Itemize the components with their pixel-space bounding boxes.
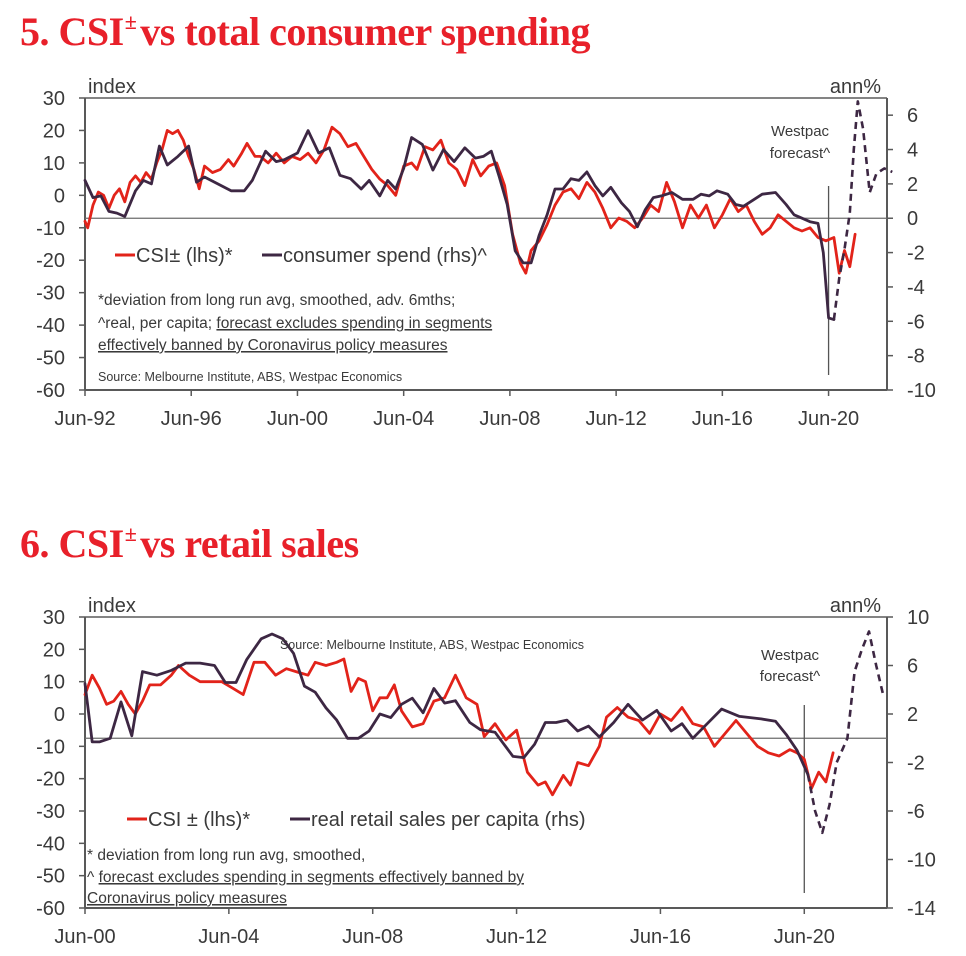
series-line-retail-sales-forecast bbox=[806, 630, 885, 835]
left-axis-tick-label: 10 bbox=[43, 672, 65, 694]
x-axis-tick-label: Jun-16 bbox=[630, 926, 691, 948]
forecast-label: forecast^ bbox=[770, 145, 830, 162]
chart-6-group: 30 20 10 0 -10 -20 -30 -40 -50 -60 10 6 2 -2 -6 -10 -14 J… bbox=[36, 595, 936, 948]
left-axis-tick-label: -40 bbox=[36, 833, 65, 855]
legend-label: CSI± (lhs)* bbox=[136, 245, 233, 267]
x-axis-tick-label: Jun-08 bbox=[479, 408, 540, 430]
left-axis-tick-label: -20 bbox=[36, 250, 65, 272]
right-axis-tick-label: -6 bbox=[907, 311, 925, 333]
chart-6-title-rest: vs retail sales bbox=[140, 521, 359, 566]
left-axis-tick-label: -40 bbox=[36, 315, 65, 337]
right-axis-tick-label: -10 bbox=[907, 380, 936, 402]
source-note: Source: Melbourne Institute, ABS, Westpa… bbox=[280, 638, 584, 652]
left-axis-unit-label: index bbox=[88, 76, 136, 98]
chart-5-group: 3020100-10-20-30-40-50-606420-2-4-6-8-10… bbox=[36, 76, 936, 430]
right-axis-unit-label: ann% bbox=[830, 76, 881, 98]
left-axis-tick-label: 30 bbox=[43, 88, 65, 110]
chart-6-title-main: 6. CSI bbox=[20, 521, 124, 566]
x-axis-tick-label: Jun-04 bbox=[198, 926, 259, 948]
footnote-text: ^real, per capita; bbox=[98, 315, 216, 332]
legend-label: CSI ± (lhs)* bbox=[148, 809, 250, 831]
right-axis-tick-label: 10 bbox=[907, 607, 929, 629]
x-axis-tick-label: Jun-20 bbox=[774, 926, 835, 948]
series-line-csi-lhs bbox=[83, 657, 835, 797]
right-axis-tick-label: -4 bbox=[907, 277, 925, 299]
legend-label: real retail sales per capita (rhs) bbox=[311, 809, 586, 831]
footnote-line: ^real, per capita; forecast excludes spe… bbox=[98, 315, 492, 332]
legend-label: consumer spend (rhs)^ bbox=[283, 245, 488, 267]
chart-5-title-rest: vs total consumer spending bbox=[140, 9, 590, 54]
chart-6-title-sup: ± bbox=[124, 521, 137, 546]
right-axis-tick-label: -10 bbox=[907, 850, 936, 872]
left-axis-tick-label: -20 bbox=[36, 769, 65, 791]
left-axis-unit-label: index bbox=[88, 595, 136, 617]
left-axis-tick-label: -50 bbox=[36, 348, 65, 370]
right-axis-tick-label: 6 bbox=[907, 656, 918, 678]
x-axis-tick-label: Jun-20 bbox=[798, 408, 859, 430]
right-axis-tick-label: 4 bbox=[907, 140, 918, 162]
series-line-consumer-spend-rhs bbox=[83, 129, 836, 321]
footnote-line: * deviation from long run avg, smoothed, bbox=[87, 847, 365, 864]
left-axis-tick-label: 20 bbox=[43, 120, 65, 142]
left-axis-tick-label: 30 bbox=[43, 607, 65, 629]
x-axis-tick-label: Jun-16 bbox=[692, 408, 753, 430]
left-axis-tick-label: -10 bbox=[36, 736, 65, 758]
series-line-csi-lhs bbox=[83, 125, 857, 275]
x-axis-tick-label: Jun-00 bbox=[54, 926, 115, 948]
right-axis-tick-label: -6 bbox=[907, 801, 925, 823]
left-axis-tick-label: 0 bbox=[54, 704, 65, 726]
left-axis-tick-label: 0 bbox=[54, 185, 65, 207]
left-axis-tick-label: 20 bbox=[43, 639, 65, 661]
chart-5-title: 5. CSI± vs total consumer spending bbox=[20, 8, 590, 55]
series-line-real-retail-sales-per-capita-rhs bbox=[83, 632, 810, 776]
right-axis-tick-label: 0 bbox=[907, 208, 918, 230]
chart-5-title-main: 5. CSI bbox=[20, 9, 124, 54]
x-axis-tick-label: Jun-08 bbox=[342, 926, 403, 948]
footnote-underlined-text: forecast excludes spending in segments e… bbox=[99, 869, 525, 886]
x-axis-tick-label: Jun-12 bbox=[586, 408, 647, 430]
x-axis-tick-label: Jun-00 bbox=[267, 408, 328, 430]
left-axis-tick-label: -10 bbox=[36, 218, 65, 240]
source-note: Source: Melbourne Institute, ABS, Westpa… bbox=[98, 370, 402, 384]
left-axis-tick-label: -30 bbox=[36, 801, 65, 823]
right-axis-tick-label: -2 bbox=[907, 243, 925, 265]
left-axis-tick-label: 10 bbox=[43, 153, 65, 175]
forecast-label: Westpac bbox=[761, 647, 820, 664]
footnote-underlined-text: forecast excludes spending in segments bbox=[216, 315, 492, 332]
footnote-underlined-line: effectively banned by Coronavirus policy… bbox=[98, 337, 448, 354]
forecast-label: Westpac bbox=[771, 123, 830, 140]
left-axis-tick-label: -60 bbox=[36, 380, 65, 402]
right-axis-tick-label: -2 bbox=[907, 753, 925, 775]
series-line-consumer-spend-forecast bbox=[832, 100, 893, 320]
left-axis-tick-label: -30 bbox=[36, 283, 65, 305]
footnote-text: ^ bbox=[87, 869, 99, 886]
footnote-underlined-line: Coronavirus policy measures bbox=[87, 890, 287, 907]
left-axis-tick-label: -50 bbox=[36, 866, 65, 888]
left-axis-tick-label: -60 bbox=[36, 898, 65, 920]
right-axis-tick-label: -8 bbox=[907, 346, 925, 368]
x-axis-tick-label: Jun-12 bbox=[486, 926, 547, 948]
forecast-label: forecast^ bbox=[760, 668, 820, 685]
chart-5-title-sup: ± bbox=[124, 9, 137, 34]
right-axis-tick-label: 6 bbox=[907, 105, 918, 127]
x-axis-tick-label: Jun-92 bbox=[54, 408, 115, 430]
footnote-line: ^ forecast excludes spending in segments… bbox=[87, 869, 524, 886]
x-axis-tick-label: Jun-96 bbox=[161, 408, 222, 430]
x-axis-tick-label: Jun-04 bbox=[373, 408, 434, 430]
chart-6-title: 6. CSI± vs retail sales bbox=[20, 520, 359, 567]
right-axis-tick-label: 2 bbox=[907, 174, 918, 196]
footnote-line: *deviation from long run avg, smoothed, … bbox=[98, 292, 455, 309]
right-axis-tick-label: -14 bbox=[907, 898, 936, 920]
right-axis-tick-label: 2 bbox=[907, 704, 918, 726]
right-axis-unit-label: ann% bbox=[830, 595, 881, 617]
